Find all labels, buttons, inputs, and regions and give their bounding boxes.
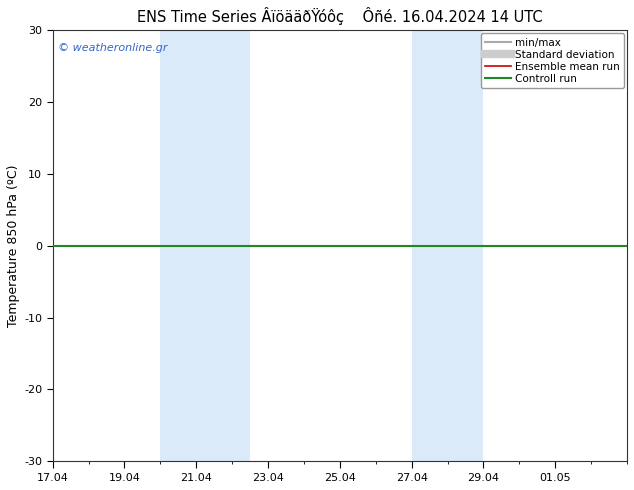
Legend: min/max, Standard deviation, Ensemble mean run, Controll run: min/max, Standard deviation, Ensemble me… (481, 33, 624, 88)
Bar (160, 30, 250, 461)
Title: ENS Time Series ÂïöääðŸóôç    Ôñé. 16.04.2024 14 UTC: ENS Time Series ÂïöääðŸóôç Ôñé. 16.04.20… (137, 7, 543, 25)
Y-axis label: Temperature 850 hPa (ºC): Temperature 850 hPa (ºC) (7, 165, 20, 327)
Text: © weatheronline.gr: © weatheronline.gr (58, 43, 168, 53)
Bar (411, 30, 484, 461)
